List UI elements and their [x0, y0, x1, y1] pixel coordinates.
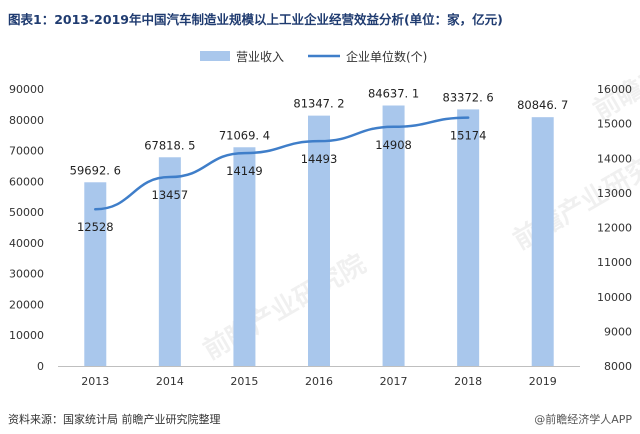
bar-series: 59692. 6 67818. 5 71069. 4 81347. 2 84637. 1… [70, 87, 568, 367]
right-y-tick-label: 12000 [597, 222, 632, 235]
chart-legend: 营业收入 企业单位数(个) [200, 49, 427, 64]
bar [308, 115, 330, 366]
left-y-tick-label: 80000 [9, 114, 44, 127]
left-y-axis: 0 10000 20000 30000 40000 50000 60000 70000 8000… [9, 83, 44, 373]
bar [382, 105, 405, 367]
bar-value-label: 81347. 2 [293, 97, 344, 111]
right-y-tick-label: 16000 [597, 83, 632, 96]
line-value-label: 14149 [226, 164, 263, 178]
right-y-tick-label: 11000 [597, 256, 632, 269]
chart-title: 图表1：2013-2019年中国汽车制造业规模以上工业企业经营效益分析(单位：家… [8, 12, 503, 27]
watermark-text: 前瞻产业研究院 [198, 248, 371, 366]
line-value-label: 14908 [375, 138, 412, 152]
bar-value-label: 59692. 6 [70, 163, 121, 177]
legend-label-bar: 营业收入 [236, 50, 284, 64]
x-axis: 2013 2014 2015 2016 2017 2018 2019 [58, 366, 580, 388]
left-y-tick-label: 40000 [9, 237, 44, 250]
bar-value-label: 80846. 7 [517, 98, 568, 112]
bar-value-label: 67818. 5 [144, 138, 195, 152]
line-value-label: 13457 [152, 188, 189, 202]
bar [457, 109, 480, 366]
left-y-tick-label: 0 [37, 360, 44, 373]
left-y-tick-label: 30000 [9, 268, 44, 281]
left-y-tick-label: 20000 [9, 298, 44, 311]
right-y-tick-label: 9000 [604, 325, 632, 338]
line-value-label: 15174 [450, 129, 487, 143]
bar [233, 147, 256, 366]
legend-swatch-bar [200, 51, 230, 61]
x-tick-label: 2019 [529, 375, 557, 388]
left-y-tick-label: 10000 [9, 329, 44, 342]
right-y-tick-label: 13000 [597, 187, 632, 200]
watermark-text: 前瞻产业研究院 [588, 8, 640, 126]
right-y-tick-label: 14000 [597, 152, 632, 165]
x-tick-label: 2013 [81, 375, 109, 388]
x-tick-label: 2014 [156, 375, 184, 388]
legend-label-line: 企业单位数(个) [346, 49, 427, 64]
bar-value-label: 84637. 1 [368, 87, 419, 101]
bar [158, 157, 181, 366]
line-value-label: 12528 [77, 220, 114, 234]
bar [84, 182, 107, 366]
bar-value-label: 83372. 6 [443, 90, 494, 104]
left-y-tick-label: 90000 [9, 83, 44, 96]
x-tick-label: 2018 [454, 375, 482, 388]
bar-value-label: 71069. 4 [219, 128, 270, 142]
right-y-tick-label: 8000 [604, 360, 632, 373]
right-y-tick-label: 15000 [597, 118, 632, 131]
line-value-label: 14493 [301, 152, 338, 166]
right-y-tick-label: 10000 [597, 291, 632, 304]
left-y-tick-label: 50000 [9, 206, 44, 219]
credit-note: @前瞻经济学人APP [534, 413, 632, 426]
line-path [94, 116, 470, 211]
source-note: 资料来源：国家统计局 前瞻产业研究院整理 [8, 413, 221, 426]
right-y-axis: 8000 9000 10000 11000 12000 13000 14000 15000 16… [597, 83, 632, 373]
line-series: 12528 13457 14149 14493 14908 15174 [77, 116, 487, 234]
x-tick-label: 2015 [230, 375, 258, 388]
x-tick-label: 2016 [305, 375, 333, 388]
bar [531, 117, 554, 367]
left-y-tick-label: 70000 [9, 145, 44, 158]
left-y-tick-label: 60000 [9, 175, 44, 188]
x-tick-label: 2017 [380, 375, 408, 388]
